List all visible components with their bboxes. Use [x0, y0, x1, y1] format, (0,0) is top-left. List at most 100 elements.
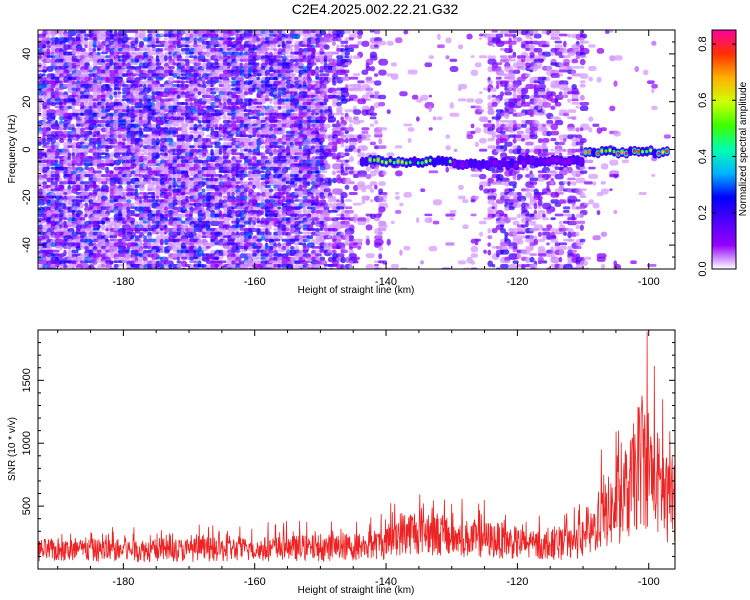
- spectrogram-cell: [495, 141, 500, 146]
- spectrogram-cell: [42, 105, 48, 110]
- spectrogram-cell: [495, 213, 500, 217]
- spectrogram-cell: [84, 44, 88, 49]
- spectrogram-cell: [378, 58, 389, 66]
- spectrogram-cell: [164, 138, 174, 143]
- spectrogram-cell: [201, 231, 207, 235]
- spectrogram-cell: [575, 127, 580, 132]
- spectrogram-cell: [554, 44, 563, 49]
- spectrogram-cell: [147, 238, 157, 243]
- spectrogram-cell: [323, 58, 328, 63]
- spectrogram-cell: [222, 199, 228, 204]
- spectrogram-cell: [315, 217, 320, 221]
- spectrogram-cell: [319, 141, 323, 146]
- spectrogram-cell: [290, 73, 297, 76]
- spectrogram-cell: [235, 141, 239, 146]
- spectrogram-cell: [88, 55, 93, 60]
- spectrogram-cell: [206, 127, 210, 132]
- spectrogram-cell: [508, 181, 518, 186]
- spectrogram-cell: [96, 51, 101, 57]
- spectrogram-cell: [227, 66, 231, 69]
- spectrogram-cell: [113, 87, 121, 91]
- spectrogram-cell: [227, 163, 233, 168]
- spectrogram-cell: [319, 138, 325, 143]
- spectrogram-cell: [185, 62, 190, 67]
- spectrogram-cell: [88, 30, 95, 34]
- spectrogram-cell: [260, 210, 265, 216]
- spectrogram-cell: [117, 37, 124, 42]
- spectrogram-cell: [470, 123, 475, 129]
- spectrogram-cell: [466, 98, 475, 103]
- spectrogram-cell: [302, 91, 308, 95]
- spectrogram-cell: [92, 120, 97, 125]
- spectrogram-cell: [479, 37, 483, 40]
- spectrogram-cell: [42, 94, 48, 100]
- spectrogram-cell: [445, 213, 456, 217]
- spectrogram-cell: [210, 242, 214, 248]
- spectrogram-cell: [306, 141, 317, 145]
- spectrogram-cell: [218, 177, 228, 182]
- spectrogram-cell: [340, 141, 345, 148]
- spectrogram-cell: [374, 102, 380, 109]
- spectrogram-cell: [54, 123, 60, 127]
- spectrogram-cell: [386, 152, 395, 157]
- spectrogram-cell: [243, 134, 249, 138]
- spectrogram-cell: [189, 51, 195, 55]
- spectrogram-cell: [151, 58, 156, 63]
- spectrogram-cell: [638, 192, 647, 196]
- spectrogram-cell: [71, 105, 76, 111]
- spectrogram-cell: [332, 177, 337, 184]
- spectrogram-cell: [180, 80, 185, 85]
- spectrogram-cell: [529, 184, 535, 189]
- spectrogram-cell: [319, 174, 326, 179]
- spectrogram-cell: [294, 195, 299, 199]
- spectrogram-cell: [231, 148, 237, 153]
- spectrogram-cell: [432, 116, 437, 121]
- spectrogram-cell: [579, 94, 585, 101]
- spectrogram-cell: [369, 66, 376, 72]
- spectrogram-cell: [516, 55, 526, 59]
- spectrogram-cell: [470, 213, 477, 217]
- spectrogram-cell: [323, 206, 330, 211]
- spectrogram-cell: [449, 217, 455, 221]
- spectrogram-cell: [294, 159, 298, 163]
- spectrogram-cell: [306, 87, 312, 92]
- spectrogram-cell: [311, 213, 320, 218]
- spectrogram-cell: [151, 156, 158, 161]
- spectrogram-cell: [285, 188, 291, 193]
- spectrogram-cell: [458, 44, 464, 50]
- spectrogram-cell: [361, 69, 369, 75]
- spectrogram-cell: [332, 228, 338, 232]
- spectrogram-cell: [130, 174, 135, 177]
- spectrogram-cell: [550, 73, 561, 78]
- spectrogram-cell: [416, 98, 423, 103]
- spectrogram-cell: [168, 145, 174, 150]
- spectrogram-cell: [214, 235, 219, 240]
- spectrogram-cell: [470, 55, 475, 58]
- spectrogram-cell: [172, 130, 179, 134]
- spectrogram-cell: [155, 231, 160, 235]
- spectrogram-cell: [508, 48, 514, 53]
- spectrogram-cell: [159, 156, 165, 161]
- spectrogram-cell: [248, 40, 256, 46]
- spectrogram-cell: [579, 224, 584, 231]
- spectrogram-cell: [571, 102, 581, 105]
- spectrogram-cell: [348, 192, 358, 196]
- spectrogram-cell: [92, 48, 97, 52]
- spectrogram-cell: [609, 105, 616, 112]
- spectrogram-cell: [155, 181, 162, 186]
- spectrogram-cell: [357, 138, 363, 144]
- spectrogram-cell: [546, 130, 552, 137]
- spectrogram-cell: [651, 174, 656, 177]
- spectrogram-cell: [323, 80, 329, 86]
- spectrogram-cell: [260, 94, 267, 99]
- spectrogram-cell: [176, 40, 182, 45]
- spectrogram-cell: [537, 112, 548, 116]
- spectrogram-cell: [344, 73, 349, 78]
- spectrogram-cell: [189, 84, 199, 88]
- spectrogram-cell: [122, 141, 126, 146]
- spectrogram-cell: [449, 66, 459, 72]
- spectrogram-cell: [235, 112, 245, 117]
- spectrogram-cell: [542, 76, 548, 81]
- spectrogram-cell: [487, 55, 493, 60]
